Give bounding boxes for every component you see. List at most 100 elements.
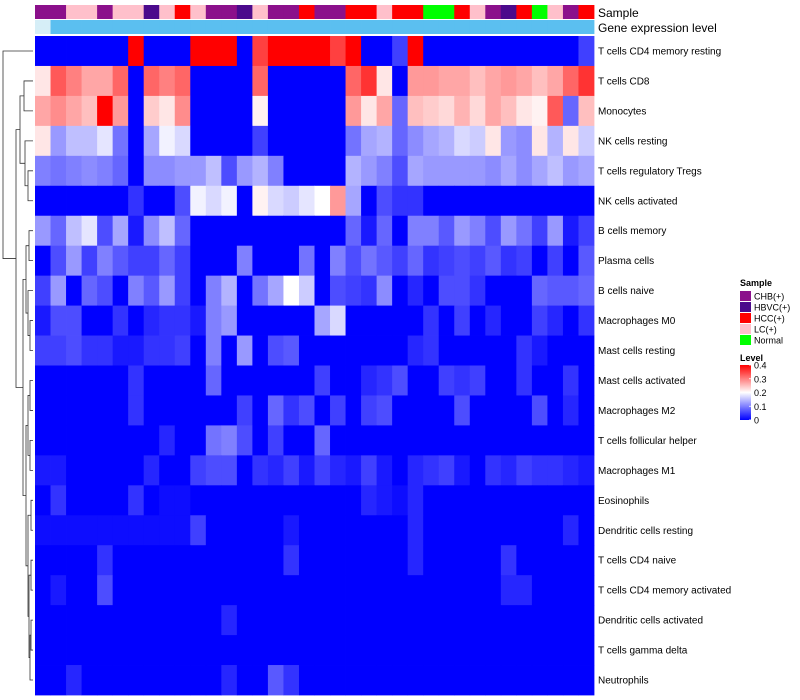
heatmap-cell [174,36,191,67]
heatmap-cell [267,545,284,576]
heatmap-cell [485,455,502,486]
heatmap-cell [578,155,595,187]
heatmap-cell [376,335,393,366]
heatmap-cell [267,245,284,277]
heatmap-cell [221,305,238,336]
heatmap-cell [205,275,222,306]
heatmap-cell [81,425,98,456]
heatmap-cell [81,635,98,666]
heatmap-cell [283,515,300,546]
heatmap-cell [516,395,533,426]
heatmap-cell [454,65,471,97]
heatmap-cell [438,185,455,217]
heatmap-cell [547,185,564,217]
heatmap-cell [283,95,300,127]
heatmap-cell [236,635,253,666]
heatmap-cell [330,125,346,157]
heatmap-cell [143,515,160,546]
heatmap-cell [205,545,222,576]
heatmap-cell [66,395,82,426]
heatmap-cell [143,245,160,277]
heatmap-cell [252,185,269,217]
heatmap-cell [97,65,114,97]
heatmap-cell [97,635,114,666]
heatmap-cell [438,36,455,67]
heatmap-cell [143,635,160,666]
heatmap-cell [547,125,564,157]
heatmap-cell [143,485,160,516]
heatmap-cell [252,155,269,187]
row-label: Mast cells activated [598,376,685,387]
dendrogram-branch [29,380,33,411]
heatmap-cell [267,155,284,187]
sample-track-cell [112,5,129,19]
expression-track-cell [578,20,595,34]
dendrogram-branch [23,80,33,112]
expression-track-cell [159,20,176,34]
heatmap-cell [236,455,253,486]
heatmap-cell [128,605,145,636]
heatmap-cell [392,95,409,127]
heatmap-cell [407,335,424,366]
heatmap-cell [376,635,393,666]
heatmap-cell [128,215,145,247]
heatmap-cell [361,185,378,217]
heatmap-cell [314,335,331,366]
row-label: Dendritic cells activated [598,616,703,627]
heatmap-cell [283,155,300,187]
heatmap-cell [516,605,533,636]
heatmap-cell [500,455,517,486]
heatmap-cell [205,185,222,217]
legend: Sample CHB(+)HBVC(+)HCC(+)LC(+)Normal Leve… [740,278,790,426]
row-label: B cells naive [598,286,655,297]
heatmap-cell [205,605,222,636]
heatmap-cell [531,36,548,67]
heatmap-cell [392,275,409,306]
heatmap-cell [267,95,284,127]
heatmap-cell [81,665,98,696]
expression-track-cell [345,20,362,34]
heatmap-cell [392,425,409,456]
heatmap-cell [112,485,129,516]
heatmap-cell [66,605,82,636]
heatmap-cell [314,95,331,127]
heatmap-cell [314,245,331,277]
heatmap-cell [516,335,533,366]
heatmap-cell [454,365,471,396]
heatmap-cell [81,275,98,306]
heatmap-cell [267,65,284,97]
row-label: T cells CD8 [598,76,650,87]
heatmap-cell [236,36,253,67]
heatmap-cell [50,245,67,277]
heatmap-cell [97,185,114,217]
heatmap-cell [97,665,114,696]
heatmap-cell [562,125,579,157]
heatmap-cell [97,575,114,606]
heatmap-cell [423,455,440,486]
heatmap-cell [516,575,533,606]
expression-track-cell [392,20,409,34]
heatmap-cell [330,155,346,187]
heatmap-cell [361,665,378,696]
heatmap-cell [376,245,393,277]
heatmap-cell [531,95,548,127]
heatmap-cell [252,665,269,696]
heatmap-cell [205,635,222,666]
heatmap-cell [236,275,253,306]
dendrogram-branch [24,140,33,187]
heatmap-cell [376,515,393,546]
row-label: NK cells resting [598,136,667,147]
heatmap-cell [330,36,346,67]
heatmap-cell [438,245,455,277]
heatmap-cell [547,455,564,486]
heatmap-cell [236,215,253,247]
heatmap-cell [376,395,393,426]
heatmap-cell [236,155,253,187]
dendrogram-branch [27,514,31,617]
heatmap-cell [361,245,378,277]
heatmap-cell [562,305,579,336]
heatmap-cell [345,275,362,306]
legend-level-label: 0 [754,416,759,426]
legend-swatch [740,313,751,323]
